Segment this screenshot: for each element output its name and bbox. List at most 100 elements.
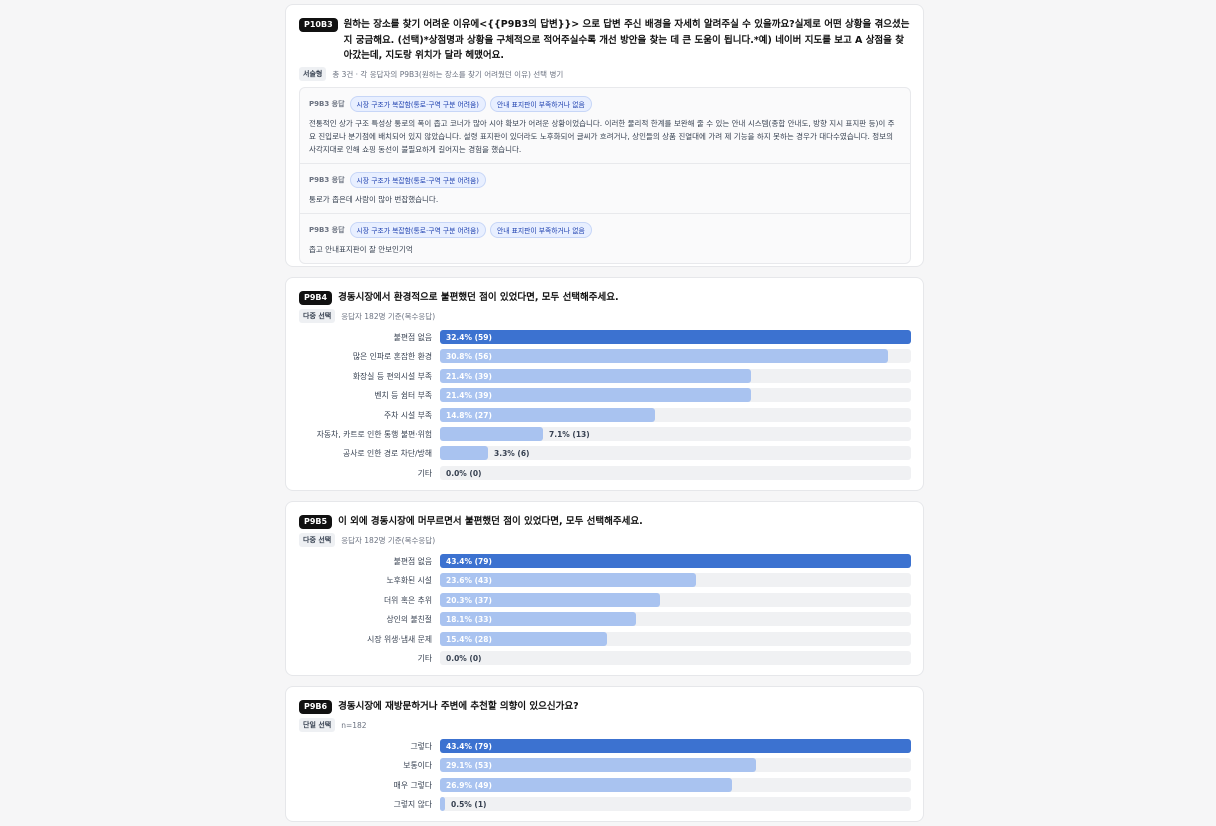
question-meta: n=182 (341, 720, 367, 730)
bar-track: 32.4% (59) (440, 330, 911, 344)
bar-category-label: 매우 그렇다 (393, 780, 432, 790)
bar-value-label: 30.8% (56) (446, 352, 492, 362)
bar-row: 화장실 등 편의시설 부족 21.4% (39) (286, 368, 925, 387)
response-chip: 안내 표지판이 부족하거나 없음 (489, 96, 592, 112)
response-list: P9B3 응답 시장 구조가 복잡함(통로·구역 구분 어려움) 안내 표지판이… (299, 87, 911, 264)
bar-value-label: 18.1% (33) (446, 615, 492, 625)
bar (440, 368, 751, 383)
bar-category-label: 기타 (417, 468, 432, 478)
bar-category-label: 상인의 불친절 (386, 615, 432, 625)
bar-row: 불편점 없음 43.4% (79) (286, 553, 925, 572)
bar-row: 자동차, 카트로 인한 통행 불편·위험 7.1% (13) (286, 426, 925, 445)
response-item: P9B3 응답 시장 구조가 복잡함(통로·구역 구분 어려움) 안내 표지판이… (300, 88, 910, 164)
bar-value-label: 21.4% (39) (446, 391, 492, 401)
bar-row: 많은 인파로 혼잡한 환경 30.8% (56) (286, 348, 925, 367)
bar-category-label: 불편점 없음 (393, 557, 432, 566)
response-label: P9B3 응답 (309, 226, 345, 234)
response-chip: 시장 구조가 복잡함(통로·구역 구분 어려움) (349, 172, 486, 188)
bar-row: 그렇지 않다 0.5% (1) (286, 796, 925, 815)
bar-category-label: 주차 시설 부족 (384, 410, 432, 420)
question-type-tag: 단일 선택 (299, 718, 336, 732)
question-title: 원하는 장소를 찾기 어려운 이유에<{{P9B3의 답변}}> 으로 답변 주… (343, 19, 910, 61)
bar-value-label: 3.3% (6) (494, 449, 530, 459)
bar-row: 상인의 불친절 18.1% (33) (286, 611, 925, 630)
question-card-p10b3: P10B3 원하는 장소를 찾기 어려운 이유에<{{P9B3의 답변}}> 으… (285, 4, 924, 267)
bar-category-label: 더위 혹은 추위 (384, 595, 432, 605)
response-chip: 시장 구조가 복잡함(통로·구역 구분 어려움) (349, 96, 486, 112)
bar-track: 0.0% (0) (440, 465, 911, 480)
bar-track: 30.8% (56) (440, 349, 911, 364)
question-type-tag: 서술형 (299, 67, 327, 81)
question-code: P9B4 (299, 291, 333, 305)
bar-row: 시장 위생·냄새 문제 15.4% (28) (286, 631, 925, 650)
response-label: P9B3 응답 (309, 176, 345, 184)
bar (440, 349, 888, 364)
bar-track: 7.1% (13) (440, 426, 911, 441)
bar-row: 보통이다 29.1% (53) (286, 757, 925, 776)
bar-track: 26.9% (49) (440, 777, 911, 792)
question-meta: 총 3건 · 각 응답자의 P9B3(원하는 장소를 찾기 어려웠던 이유) 선… (332, 69, 564, 79)
response-text: 전통적인 상가 구조 특성상 통로의 폭이 좁고 코너가 많아 시야 확보가 어… (309, 119, 895, 154)
bar-row: 기타 0.0% (0) (286, 650, 925, 669)
question-title: 이 외에 경동시장에 머무르면서 불편했던 점이 있었다면, 모두 선택해주세요… (338, 516, 643, 527)
bar (440, 612, 636, 627)
bar-row: 공사로 인한 경로 차단/방해 3.3% (6) (286, 445, 925, 464)
bar (440, 592, 660, 607)
bar-value-label: 15.4% (28) (446, 634, 492, 644)
question-card-p9b4: P9B4 경동시장에서 환경적으로 불편했던 점이 있었다면, 모두 선택해주세… (285, 277, 924, 491)
bar-track: 3.3% (6) (440, 446, 911, 461)
bar-track: 0.5% (1) (440, 797, 911, 812)
bar (440, 426, 543, 441)
bar (440, 407, 655, 422)
question-title: 경동시장에 재방문하거나 주변에 추천할 의향이 있으신가요? (338, 701, 579, 712)
bar (440, 446, 488, 461)
question-meta: 응답자 182명 기준(복수응답) (341, 535, 436, 545)
bar-category-label: 시장 위생·냄새 문제 (367, 634, 432, 644)
bar-track: 29.1% (53) (440, 758, 911, 773)
bar-category-label: 노후화된 시설 (386, 576, 432, 586)
bar-row: 불편점 없음 32.4% (59) (286, 329, 925, 348)
response-text: 좁고 안내표지판이 잘 안보인기억 (309, 245, 413, 254)
response-text: 통로가 좁은데 사람이 많아 번잡했습니다. (309, 195, 439, 204)
question-card-p9b6: P9B6 경동시장에 재방문하거나 주변에 추천할 의향이 있으신가요? 단일 … (285, 686, 924, 822)
bar-row: 기타 0.0% (0) (286, 465, 925, 484)
bar-chart: 그렇다 43.4% (79) 보통이다 29.1% (53) 매우 그렇다 26.9% (… (286, 738, 925, 816)
bar-chart: 불편점 없음 43.4% (79) 노후화된 시설 23.6% (43) 더위 혹은 추… (286, 553, 925, 669)
bar-track: 21.4% (39) (440, 368, 911, 383)
bar-track: 43.4% (79) (440, 739, 911, 753)
bar-track: 23.6% (43) (440, 573, 911, 588)
question-meta: 응답자 182명 기준(복수응답) (341, 311, 436, 321)
question-title: 경동시장에서 환경적으로 불편했던 점이 있었다면, 모두 선택해주세요. (338, 292, 619, 303)
bar-row: 노후화된 시설 23.6% (43) (286, 572, 925, 591)
response-label: P9B3 응답 (309, 100, 345, 108)
bar (440, 330, 911, 344)
response-item: P9B3 응답 시장 구조가 복잡함(통로·구역 구분 어려움) 통로가 좁은데… (300, 164, 910, 214)
question-code: P9B6 (299, 700, 333, 714)
bar-value-label: 32.4% (59) (446, 333, 492, 342)
question-type-tag: 다중 선택 (299, 533, 336, 547)
response-item: P9B3 응답 시장 구조가 복잡함(통로·구역 구분 어려움) 안내 표지판이… (300, 214, 910, 263)
bar-category-label: 불편점 없음 (393, 333, 432, 342)
bar (440, 777, 732, 792)
bar-track: 14.8% (27) (440, 407, 911, 422)
question-code: P10B3 (299, 18, 338, 32)
response-chip: 안내 표지판이 부족하거나 없음 (489, 222, 592, 238)
bar (440, 758, 756, 773)
bar-track: 0.0% (0) (440, 650, 911, 665)
bar-value-label: 26.9% (49) (446, 780, 492, 790)
bar-row: 주차 시설 부족 14.8% (27) (286, 407, 925, 426)
bar-track: 18.1% (33) (440, 612, 911, 627)
bar-chart: 불편점 없음 32.4% (59) 많은 인파로 혼잡한 환경 30.8% (56) 화… (286, 329, 925, 484)
bar-category-label: 벤치 등 쉼터 부족 (374, 391, 432, 401)
bar-value-label: 43.4% (79) (446, 557, 492, 566)
bar-value-label: 14.8% (27) (446, 410, 492, 420)
bar-value-label: 0.0% (0) (446, 653, 482, 663)
bar-row: 벤치 등 쉼터 부족 21.4% (39) (286, 387, 925, 406)
bar-value-label: 43.4% (79) (446, 742, 492, 751)
bar-category-label: 자동차, 카트로 인한 통행 불편·위험 (316, 429, 432, 439)
bar-category-label: 공사로 인한 경로 차단/방해 (343, 449, 432, 459)
bar-category-label: 기타 (417, 653, 432, 663)
bar (440, 739, 911, 753)
bar (440, 388, 751, 403)
bar (440, 631, 607, 646)
